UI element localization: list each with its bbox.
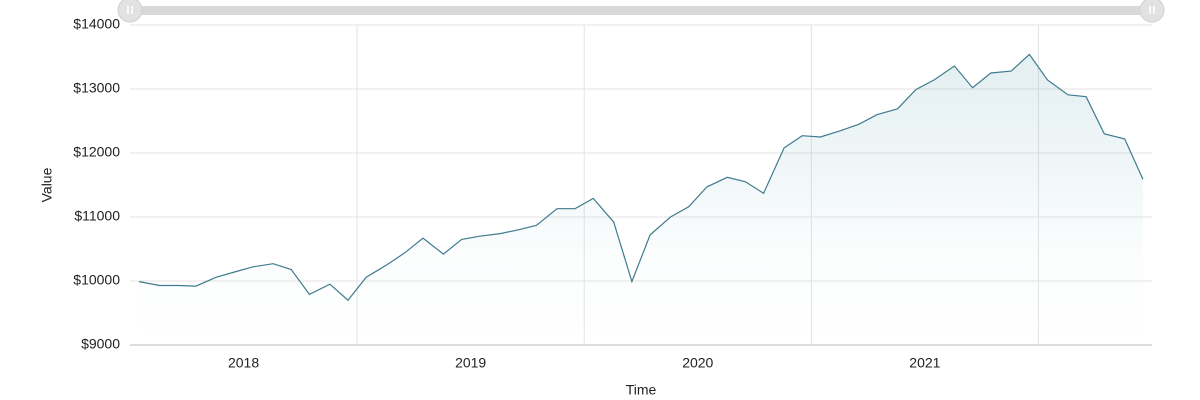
x-axis-label: Time (626, 382, 657, 398)
y-axis-label: Value (39, 167, 55, 202)
line (138, 53, 1144, 302)
area (139, 54, 1143, 346)
slider-track[interactable] (130, 6, 1152, 15)
slider-handle-left[interactable] (117, 0, 143, 23)
slider-handle-right[interactable] (1139, 0, 1165, 23)
y-tick-label: $14000 (73, 16, 120, 32)
y-tick-label: $12000 (73, 144, 120, 160)
y-tick-label: $10000 (73, 272, 120, 288)
range-slider[interactable] (117, 0, 1165, 23)
y-tick-label: $13000 (73, 80, 120, 96)
x-tick-label: 2020 (682, 355, 713, 371)
x-tick-label: 2019 (455, 355, 486, 371)
y-tick-label: $9000 (81, 336, 120, 352)
y-tick-label: $11000 (74, 208, 120, 224)
x-tick-label: 2018 (228, 355, 259, 371)
x-tick-label: 2021 (909, 355, 940, 371)
